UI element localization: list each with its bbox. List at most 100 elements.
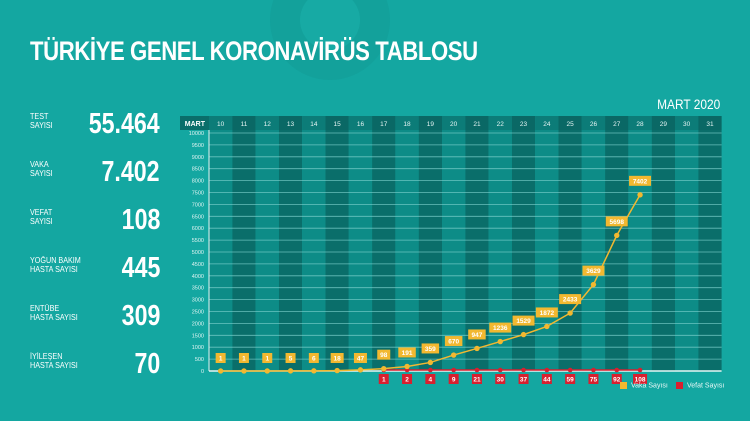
vefat-label xyxy=(541,374,552,384)
vaka-label xyxy=(582,265,605,276)
svg-text:1: 1 xyxy=(382,377,386,384)
vaka-point xyxy=(474,345,480,352)
svg-text:17: 17 xyxy=(380,121,388,128)
svg-text:4: 4 xyxy=(429,377,433,384)
svg-text:18: 18 xyxy=(334,356,342,363)
svg-text:15: 15 xyxy=(334,121,342,128)
vefat-point xyxy=(451,367,456,373)
stat-value: 309 xyxy=(121,300,160,332)
svg-text:21: 21 xyxy=(473,377,481,384)
vefat-point xyxy=(521,367,526,373)
svg-text:9500: 9500 xyxy=(192,143,204,149)
legend-label: Vefat Sayısı xyxy=(687,382,725,390)
svg-text:28: 28 xyxy=(636,121,644,128)
svg-text:6500: 6500 xyxy=(192,214,204,220)
svg-text:37: 37 xyxy=(520,377,528,384)
vefat-label xyxy=(402,374,413,384)
svg-text:4500: 4500 xyxy=(192,262,204,268)
svg-text:7500: 7500 xyxy=(192,191,204,197)
svg-text:1529: 1529 xyxy=(516,318,531,325)
vaka-label xyxy=(262,353,273,363)
day-column xyxy=(581,116,606,371)
stat-value: 445 xyxy=(121,252,160,284)
svg-text:11: 11 xyxy=(241,121,248,128)
day-column xyxy=(488,116,512,371)
day-column xyxy=(442,116,466,371)
vaka-label xyxy=(421,343,440,354)
vaka-point xyxy=(217,368,224,374)
svg-text:500: 500 xyxy=(195,357,204,363)
vaka-label xyxy=(238,353,249,363)
vaka-point xyxy=(381,365,387,372)
svg-text:2433: 2433 xyxy=(563,297,578,304)
stat-test: TEST SAYISI 55.464 xyxy=(30,108,160,148)
legend-label: Vaka Sayısı xyxy=(631,382,668,390)
svg-text:12: 12 xyxy=(264,121,272,128)
svg-text:2: 2 xyxy=(405,377,409,384)
day-column xyxy=(605,116,629,371)
vaka-label xyxy=(629,175,652,186)
svg-text:75: 75 xyxy=(590,377,598,384)
svg-text:108: 108 xyxy=(635,377,646,384)
day-column xyxy=(209,116,233,371)
svg-text:7402: 7402 xyxy=(633,178,648,185)
svg-text:1872: 1872 xyxy=(540,310,555,317)
legend-vefat: Vefat Sayısı xyxy=(676,382,724,389)
vefat-point xyxy=(497,367,503,373)
vaka-point xyxy=(264,368,270,374)
svg-text:3000: 3000 xyxy=(192,298,204,304)
vaka-point xyxy=(311,368,317,374)
day-column xyxy=(278,116,303,371)
svg-text:1236: 1236 xyxy=(493,325,508,332)
svg-text:1: 1 xyxy=(219,356,223,363)
day-column xyxy=(372,116,396,371)
stat-value: 7.402 xyxy=(101,156,160,188)
vaka-label xyxy=(353,353,367,363)
svg-text:16: 16 xyxy=(357,121,365,128)
vaka-label xyxy=(285,353,296,363)
vaka-point xyxy=(450,352,457,358)
vefat-point xyxy=(614,367,620,373)
svg-text:359: 359 xyxy=(425,346,436,353)
vefat-point xyxy=(544,367,550,373)
svg-text:MART: MART xyxy=(185,121,206,128)
vaka-point xyxy=(427,359,434,366)
page-title: TÜRKİYE GENEL KORONAVİRÜS TABLOSU xyxy=(30,36,478,66)
stat-label: ENTÜBE HASTA SAYISI xyxy=(30,304,78,322)
svg-text:6: 6 xyxy=(312,356,316,363)
vefat-label xyxy=(425,374,436,384)
vefat-point xyxy=(428,367,433,373)
svg-text:44: 44 xyxy=(543,377,551,384)
svg-text:10: 10 xyxy=(217,121,225,128)
day-column xyxy=(535,116,559,371)
svg-text:1: 1 xyxy=(242,356,246,363)
day-column xyxy=(255,116,279,371)
svg-text:6000: 6000 xyxy=(192,226,204,232)
header-cell xyxy=(180,116,209,130)
svg-text:30: 30 xyxy=(683,121,691,128)
vefat-point xyxy=(474,367,480,373)
legend-vaka: Vaka Sayısı xyxy=(620,382,668,389)
stat-label: İYİLEŞEN HASTA SAYISI xyxy=(30,352,78,370)
vaka-label xyxy=(308,353,319,363)
stat-vaka: VAKA SAYISI 7.402 xyxy=(30,156,160,196)
stat-iyilesen: İYİLEŞEN HASTA SAYISI 70 xyxy=(30,348,160,388)
vaka-point xyxy=(520,331,527,338)
day-column xyxy=(698,116,722,371)
svg-text:4000: 4000 xyxy=(192,274,204,280)
vaka-label xyxy=(512,315,535,326)
stat-vefat: VEFAT SAYISI 108 xyxy=(30,204,160,244)
vaka-label xyxy=(468,329,486,340)
vefat-label xyxy=(633,374,648,384)
vaka-point xyxy=(614,232,620,239)
vaka-point xyxy=(404,363,410,370)
svg-text:21: 21 xyxy=(473,121,481,128)
svg-text:23: 23 xyxy=(520,121,528,128)
vaka-point xyxy=(544,323,550,330)
legend-swatch-vaka xyxy=(620,382,627,389)
svg-text:5698: 5698 xyxy=(610,219,625,226)
vefat-point xyxy=(637,367,643,373)
svg-text:20: 20 xyxy=(450,121,458,128)
vefat-label xyxy=(588,374,599,384)
